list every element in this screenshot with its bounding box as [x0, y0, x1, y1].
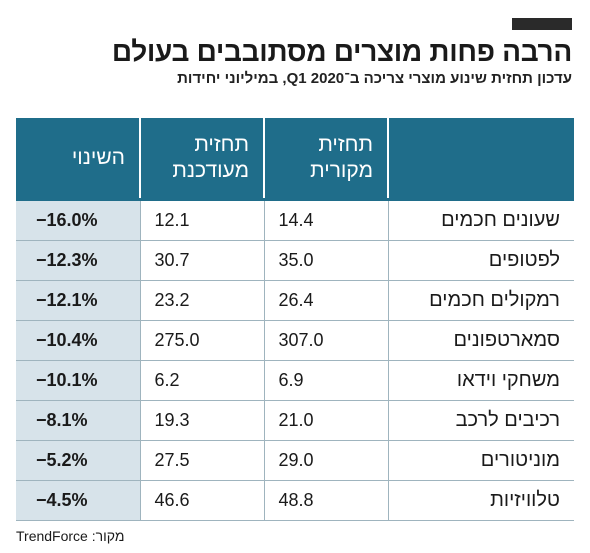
product-name-cell: מוניטורים [387, 440, 574, 481]
original-value-cell: 26.4 [263, 280, 388, 321]
table-row: סמארטפונים 307.0 275.0 −10.4% [16, 320, 574, 361]
header-updated: תחזית מעודכנת [139, 118, 264, 200]
table-row: שעונים חכמים 14.4 12.1 −16.0% [16, 198, 574, 241]
table-row: רכיבים לרכב 21.0 19.3 −8.1% [16, 400, 574, 441]
product-name-cell: משחקי וידאו [387, 360, 574, 401]
chart-title: הרבה פחות מוצרים מסתובבים בעולם [111, 36, 572, 67]
updated-value-cell: 23.2 [139, 280, 264, 321]
table-row: מוניטורים 29.0 27.5 −5.2% [16, 440, 574, 481]
updated-value-cell: 30.7 [139, 240, 264, 281]
product-name-cell: לפטופים [387, 240, 574, 281]
table-row: רמקולים חכמים 26.4 23.2 −12.1% [16, 280, 574, 321]
change-value-cell: −12.1% [16, 280, 140, 321]
updated-value-cell: 275.0 [139, 320, 264, 361]
change-value-cell: −12.3% [16, 240, 140, 281]
product-name-cell: רכיבים לרכב [387, 400, 574, 441]
change-value-cell: −8.1% [16, 400, 140, 441]
original-value-cell: 21.0 [263, 400, 388, 441]
product-name-cell: רמקולים חכמים [387, 280, 574, 321]
original-value-cell: 14.4 [263, 198, 388, 241]
updated-value-cell: 19.3 [139, 400, 264, 441]
header-original: תחזית מקורית [263, 118, 388, 200]
change-value-cell: −4.5% [16, 480, 140, 521]
original-value-cell: 48.8 [263, 480, 388, 521]
product-name-cell: שעונים חכמים [387, 198, 574, 241]
original-value-cell: 6.9 [263, 360, 388, 401]
change-value-cell: −10.1% [16, 360, 140, 401]
updated-value-cell: 46.6 [139, 480, 264, 521]
table-row: לפטופים 35.0 30.7 −12.3% [16, 240, 574, 281]
table-row: טלוויזיות 48.8 46.6 −4.5% [16, 480, 574, 521]
data-table: תחזית מקורית תחזית מעודכנת השינוי שעונים ח… [16, 118, 574, 521]
original-value-cell: 35.0 [263, 240, 388, 281]
original-value-cell: 29.0 [263, 440, 388, 481]
table-row: משחקי וידאו 6.9 6.2 −10.1% [16, 360, 574, 401]
original-value-cell: 307.0 [263, 320, 388, 361]
accent-bar [512, 18, 572, 30]
updated-value-cell: 6.2 [139, 360, 264, 401]
header-change: השינוי [16, 118, 140, 200]
source-note: מקור: TrendForce [16, 528, 125, 544]
updated-value-cell: 27.5 [139, 440, 264, 481]
chart-subtitle: עדכון תחזית שינוע מוצרי צריכה ב־Q1 2020,… [177, 70, 572, 87]
change-value-cell: −10.4% [16, 320, 140, 361]
product-name-cell: סמארטפונים [387, 320, 574, 361]
product-name-cell: טלוויזיות [387, 480, 574, 521]
change-value-cell: −5.2% [16, 440, 140, 481]
header-row: תחזית מקורית תחזית מעודכנת השינוי [16, 118, 574, 200]
table-body: שעונים חכמים 14.4 12.1 −16.0% לפטופים 35.0 30.… [16, 198, 574, 521]
change-value-cell: −16.0% [16, 198, 140, 241]
updated-value-cell: 12.1 [139, 198, 264, 241]
header-product [387, 118, 574, 200]
